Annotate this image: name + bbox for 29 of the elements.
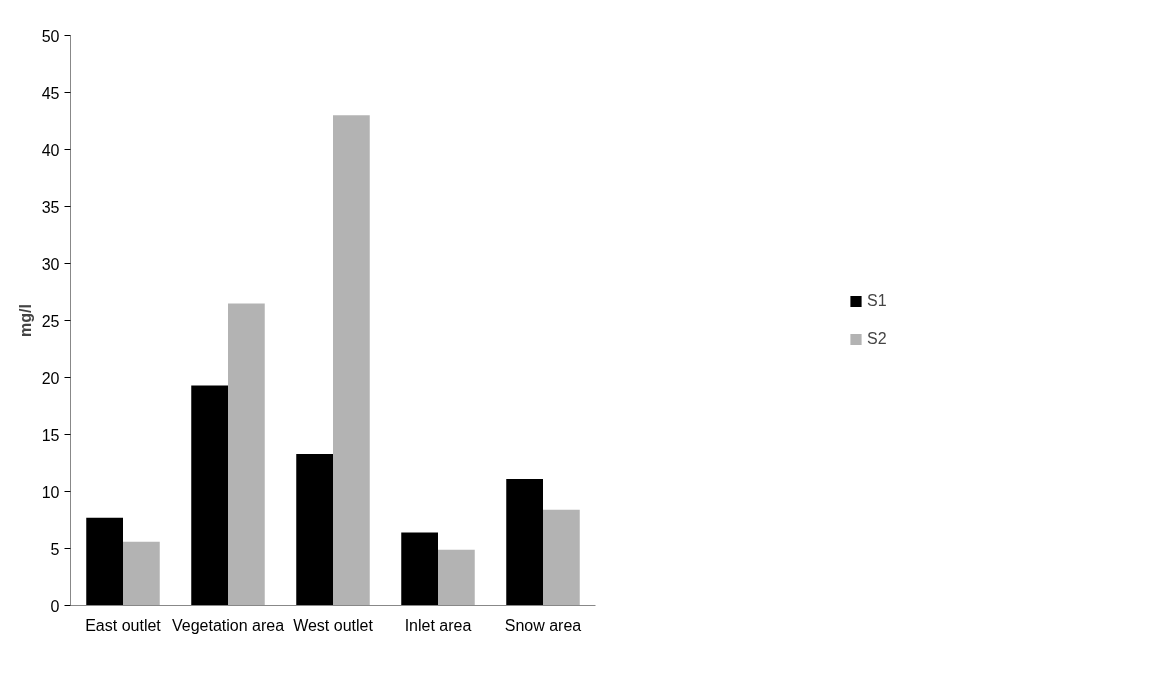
x-tick-label: Inlet area (404, 616, 472, 634)
bar (506, 478, 543, 606)
bar (333, 115, 370, 606)
y-tick-label: 50 (41, 27, 60, 45)
y-tick-label: 40 (41, 141, 60, 159)
bar (438, 549, 475, 606)
bar (191, 385, 228, 606)
bar (543, 509, 580, 606)
x-tick-label: East outlet (85, 616, 162, 634)
y-tick-label: 25 (41, 312, 60, 330)
y-tick-label: 30 (41, 255, 60, 273)
y-axis-title: mg/l (16, 304, 34, 337)
x-tick-label: West outlet (293, 616, 374, 634)
bar (86, 517, 123, 606)
y-tick-label: 10 (41, 483, 60, 501)
legend-label: S1 (867, 292, 887, 310)
legend-label: S2 (867, 330, 887, 348)
bar (123, 541, 160, 606)
y-tick-label: 45 (41, 84, 60, 102)
x-tick-label: Vegetation area (171, 616, 285, 634)
y-tick-label: 20 (41, 369, 60, 387)
y-tick-label: 15 (41, 426, 60, 444)
y-tick-label: 35 (41, 198, 60, 216)
bar (401, 532, 438, 606)
bar (296, 453, 333, 606)
x-tick-label: Snow area (504, 616, 582, 634)
y-tick-label: 0 (50, 597, 60, 615)
y-tick-label: 5 (50, 540, 60, 558)
bar (228, 303, 265, 606)
